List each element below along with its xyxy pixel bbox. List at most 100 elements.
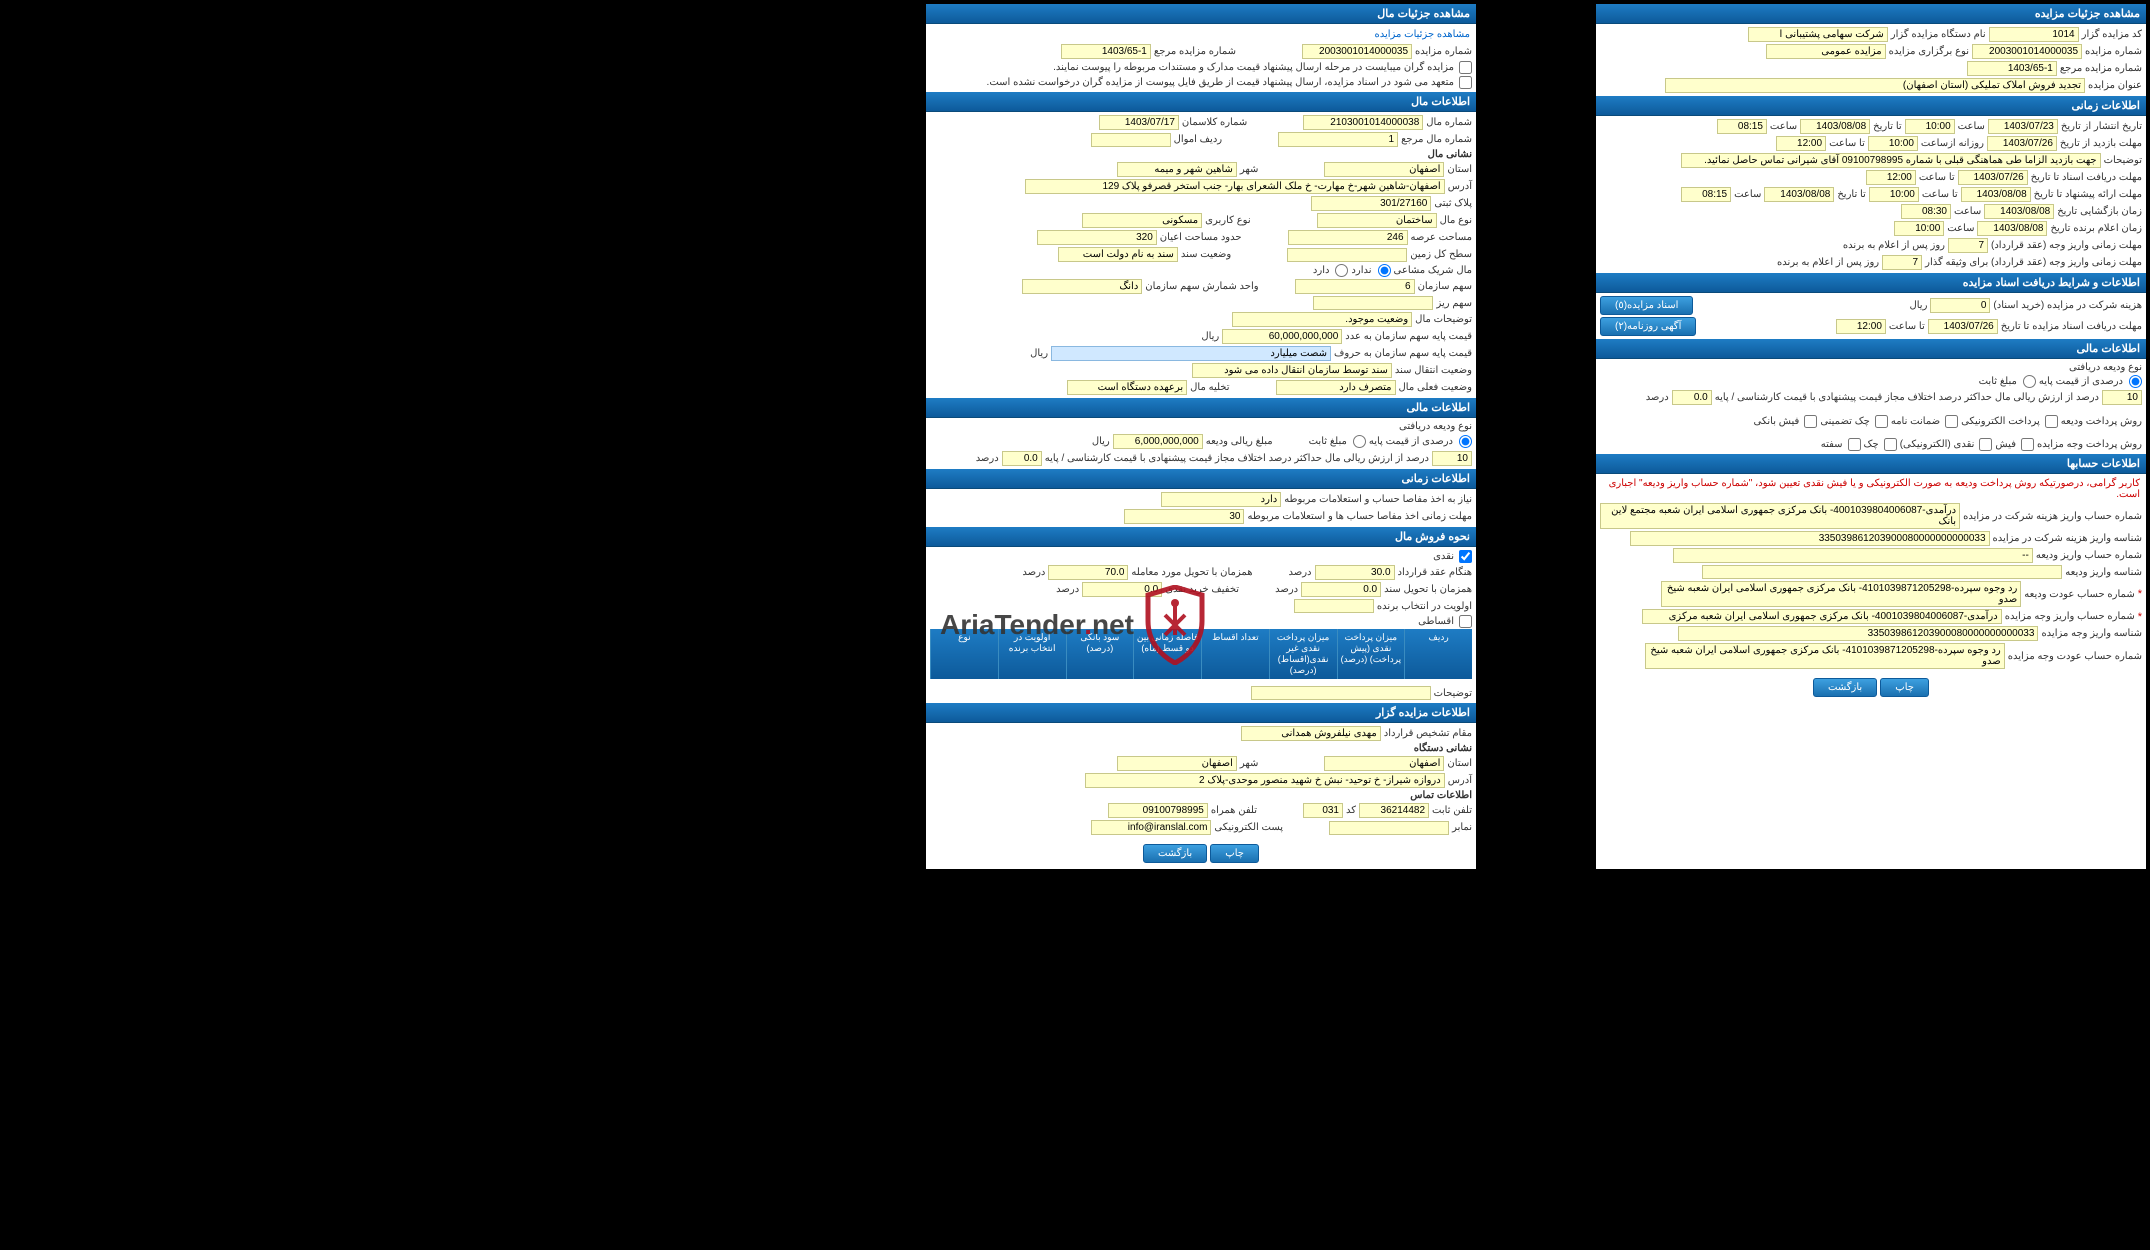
pay-suffix: روز پس از اعلام به برنده (1843, 240, 1945, 251)
deadline-lbl: مهلت دریافت اسناد مزایده (2032, 321, 2142, 332)
section-header: اطلاعات و شرایط دریافت اسناد مزایده (1596, 273, 2146, 293)
f7: 335039861203900080000000000033 (1678, 626, 2038, 641)
area-lbl: مساحت عرصه (1411, 232, 1472, 243)
r3-check[interactable] (1884, 438, 1897, 451)
date-lbl: تاریخ (2050, 223, 2070, 234)
offer-to-date: 1403/08/08 (1764, 187, 1834, 202)
visit-from-h: 10:00 (1868, 136, 1918, 151)
plate: 301/27160 (1311, 196, 1431, 211)
section-header: اطلاعات مالی (926, 398, 1476, 418)
to-lbl: تا تاریخ (1873, 121, 1902, 132)
visit-lbl: مهلت بازدید از تاریخ (2060, 138, 2142, 149)
to-h-lbl: تا ساعت (1889, 321, 1925, 332)
area: 246 (1288, 230, 1408, 245)
docs-date: 1403/07/26 (1958, 170, 2028, 185)
email-lbl: پست الکترونیکی (1214, 822, 1283, 833)
f2: 335039861203900080000000000033 (1630, 531, 1990, 546)
auction-panel: مشاهده جزئیات مزایده کد مزایده گزار 1014… (1596, 4, 2146, 869)
floor (1287, 248, 1407, 262)
back-button[interactable]: بازگشت (1143, 844, 1207, 863)
diff-lbl: حداکثر درصد اختلاف مجاز قیمت پیشنهادی با… (1045, 453, 1322, 464)
hour-lbl: ساعت (1947, 223, 1974, 234)
r1: فیش (1995, 439, 2016, 450)
fixed-radio-lbl: مبلغ ثابت (1309, 436, 1347, 447)
bidder-name-label: نام دستگاه مزایده گزار (1891, 29, 1986, 40)
built-lbl: حدود مساحت اعیان (1160, 232, 1242, 243)
auction-no-field: 2003001014000035 (1972, 44, 2082, 59)
print-button[interactable]: چاپ (1880, 678, 1929, 697)
shared-no-radio[interactable] (1378, 264, 1391, 277)
floor-lbl: سطح کل زمین (1410, 249, 1472, 260)
newspaper-button[interactable]: آگهی روزنامه(٢) (1600, 317, 1696, 336)
use: مسکونی (1082, 213, 1202, 228)
req-icon: * (2138, 588, 2142, 600)
auc-no-lbl: شماره مزایده (1415, 46, 1472, 57)
hour-lbl: ساعت (1954, 206, 1981, 217)
price-txt: شصت میلیارد (1051, 346, 1331, 361)
code-lbl: کد (1346, 805, 1356, 816)
priority (1294, 599, 1374, 613)
r2-check[interactable] (1979, 438, 1992, 451)
note2: متعهد می شود در اسناد مزایده، ارسال پیشن… (987, 77, 1454, 88)
f1: درآمدی-4001039804006087- بانک مرکزی جمهو… (1600, 503, 1960, 529)
shared-lbl: مال شریک مشاعی (1394, 265, 1472, 276)
c3-check[interactable] (1875, 415, 1888, 428)
rial-lbl: ریال (1092, 436, 1110, 447)
open-h: 08:30 (1901, 204, 1951, 219)
print-button[interactable]: چاپ (1210, 844, 1259, 863)
pct-suffix: درصد از ارزش ریالی مال (1995, 392, 2099, 403)
rial-lbl: ریال (1201, 331, 1219, 342)
offer-to-h: 08:15 (1681, 187, 1731, 202)
province: اصفهان (1324, 162, 1444, 177)
darsad: درصد (1056, 584, 1079, 595)
pay-method-lbl: روش پرداخت ودیعه (2061, 416, 2142, 427)
section-header: اطلاعات مزایده گزار (926, 703, 1476, 723)
auth-lbl: مقام تشخیص قرارداد (1384, 728, 1472, 739)
pct-radio[interactable] (1459, 435, 1472, 448)
note2-check[interactable] (1459, 76, 1472, 89)
r1-check[interactable] (2021, 438, 2034, 451)
c4-check[interactable] (1804, 415, 1817, 428)
province-lbl: استان (1447, 758, 1472, 769)
bidder-code-field: 1014 (1989, 27, 2079, 42)
ref-lbl: شماره مزایده مرجع (1154, 46, 1236, 57)
fixed-radio[interactable] (1353, 435, 1366, 448)
f4 (1702, 565, 2062, 579)
mob: 09100798995 (1108, 803, 1208, 818)
fixed-radio[interactable] (2023, 375, 2036, 388)
current: متصرف دارد (1276, 380, 1396, 395)
c1-check[interactable] (2045, 415, 2058, 428)
auc-no: 2003001014000035 (1302, 44, 1412, 59)
r4-check[interactable] (1848, 438, 1861, 451)
priority-lbl: اولویت در انتخاب برنده (1377, 601, 1472, 612)
all-share (1313, 296, 1433, 310)
section-header: اطلاعات مال (926, 92, 1476, 112)
shared-yes-radio[interactable] (1335, 264, 1348, 277)
instal-check[interactable] (1459, 615, 1472, 628)
winner-h: 10:00 (1894, 221, 1944, 236)
price-txt-lbl: قیمت پایه سهم سازمان به حروف (1334, 348, 1472, 359)
darsad: درصد (1022, 567, 1045, 578)
back-button[interactable]: بازگشت (1813, 678, 1877, 697)
to-h-lbl: تا ساعت (1922, 189, 1958, 200)
winner-date: 1403/08/08 (1977, 221, 2047, 236)
all-share-lbl: سهم ریز (1436, 298, 1472, 309)
cash-check[interactable] (1459, 550, 1472, 563)
asset-panel: مشاهده جزئیات مال مشاهده جزئیات مزایده ش… (926, 4, 1476, 869)
transfer: سند توسط سازمان انتقال داده می شود (1192, 363, 1392, 378)
unit: دانگ (1022, 279, 1142, 294)
f3: -- (1673, 548, 2033, 563)
c2-check[interactable] (1945, 415, 1958, 428)
note1-check[interactable] (1459, 61, 1472, 74)
section-header: مشاهده جزئیات مزایده (1596, 4, 2146, 24)
doc-status-lbl: وضعیت سند (1181, 249, 1231, 260)
pct-radio[interactable] (2129, 375, 2142, 388)
deadline-date: 1403/07/26 (1928, 319, 1998, 334)
diff-field: 0.0 (1672, 390, 1712, 405)
tel: 36214482 (1359, 803, 1429, 818)
view-auction-link[interactable]: مشاهده جزئیات مزایده (1372, 27, 1472, 42)
pub-hour: 10:00 (1905, 119, 1955, 134)
fee-lbl: هزینه شرکت در مزایده (خرید اسناد) (1993, 300, 2142, 311)
pub-to-h: 08:15 (1717, 119, 1767, 134)
docs-button[interactable]: اسناد مزایده(٥) (1600, 296, 1693, 315)
